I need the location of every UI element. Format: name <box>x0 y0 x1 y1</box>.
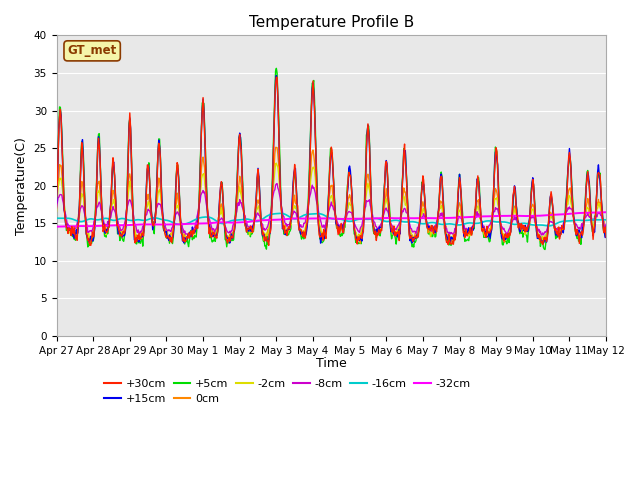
Legend: +30cm, +15cm, +5cm, 0cm, -2cm, -8cm, -16cm, -32cm: +30cm, +15cm, +5cm, 0cm, -2cm, -8cm, -16… <box>100 374 475 408</box>
Y-axis label: Temperature(C): Temperature(C) <box>15 137 28 235</box>
X-axis label: Time: Time <box>316 357 347 370</box>
Title: Temperature Profile B: Temperature Profile B <box>249 15 414 30</box>
Text: GT_met: GT_met <box>67 44 116 57</box>
